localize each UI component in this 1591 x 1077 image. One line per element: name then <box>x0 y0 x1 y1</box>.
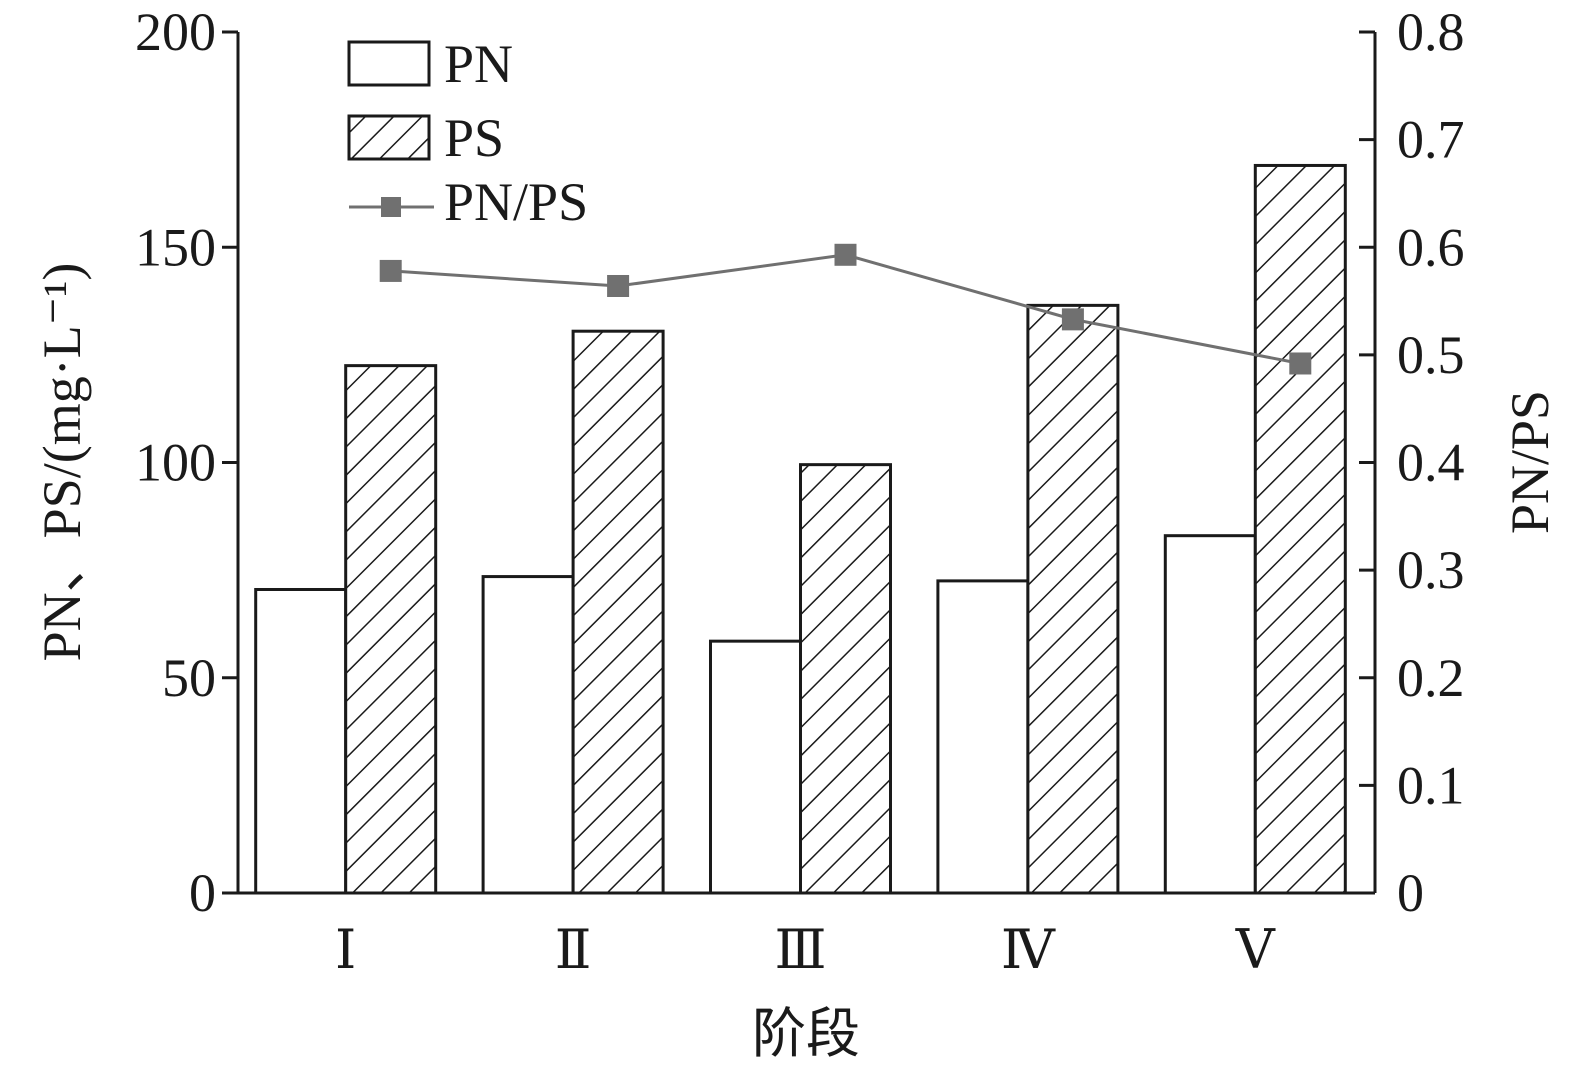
bar-ps-2 <box>571 329 665 895</box>
bar-ps-5 <box>1253 163 1347 895</box>
y2-tick-label: 0.7 <box>1397 110 1465 170</box>
legend-swatch-pn <box>347 40 431 87</box>
marker-pn-ps-1 <box>379 259 402 282</box>
bar-pn-5 <box>1163 534 1257 895</box>
bar-ps-3 <box>799 463 892 895</box>
bar-pn-1 <box>254 587 348 895</box>
y2-tick-label: 0.5 <box>1397 325 1465 385</box>
y-tick-label: 150 <box>135 217 216 277</box>
x-axis-title: 阶段 <box>752 1004 860 1064</box>
plot-area <box>254 163 1347 895</box>
legend-marker-ratio <box>381 197 401 217</box>
bar-ps-1 <box>344 364 438 895</box>
marker-pn-ps-4 <box>1061 308 1084 331</box>
bar-pn-3 <box>709 639 802 895</box>
marker-pn-ps-5 <box>1289 352 1312 375</box>
y2-tick-label: 0 <box>1397 863 1424 923</box>
legend-label-pn: PN <box>444 34 513 94</box>
y2-tick-label: 0.4 <box>1397 433 1465 493</box>
x-tick-label: Ⅰ <box>335 920 356 980</box>
x-tick-label: Ⅴ <box>1235 920 1276 980</box>
marker-pn-ps-3 <box>834 243 857 266</box>
left-y-ticks: 0 50 100 150 200 <box>135 2 238 923</box>
bar-pn-4 <box>936 579 1030 895</box>
x-tick-label: Ⅳ <box>1001 920 1056 980</box>
y2-tick-label: 0.1 <box>1397 755 1465 815</box>
y2-tick-label: 0.6 <box>1397 217 1465 277</box>
y-axis-title: PN、PS/(mg·L⁻¹) <box>32 263 92 662</box>
y-tick-label: 50 <box>162 648 216 708</box>
y2-axis-title: PN/PS <box>1500 390 1560 534</box>
legend: PN PS PN/PS <box>347 34 588 232</box>
legend-label-ps: PS <box>444 108 504 168</box>
y2-tick-label: 0.3 <box>1397 540 1465 600</box>
y-tick-label: 200 <box>135 2 216 62</box>
bar-ps-4 <box>1026 303 1120 895</box>
legend-swatch-ps <box>347 114 431 161</box>
legend-label-ratio: PN/PS <box>444 172 588 232</box>
y-tick-label: 0 <box>189 863 216 923</box>
x-tick-label: Ⅲ <box>774 920 826 980</box>
x-tick-label: Ⅱ <box>555 920 592 980</box>
y2-tick-label: 0.2 <box>1397 648 1465 708</box>
right-y-ticks: 0 0.1 0.2 0.3 0.4 0.5 0.6 0.7 0.8 <box>1359 2 1465 923</box>
line-pn-ps-ratio <box>390 253 1301 365</box>
y-tick-label: 100 <box>135 433 216 493</box>
x-ticks: Ⅰ Ⅱ Ⅲ Ⅳ Ⅴ <box>335 920 1276 980</box>
y2-tick-label: 0.8 <box>1397 2 1465 62</box>
bar-pn-2 <box>481 575 575 895</box>
marker-pn-ps-2 <box>607 274 630 297</box>
